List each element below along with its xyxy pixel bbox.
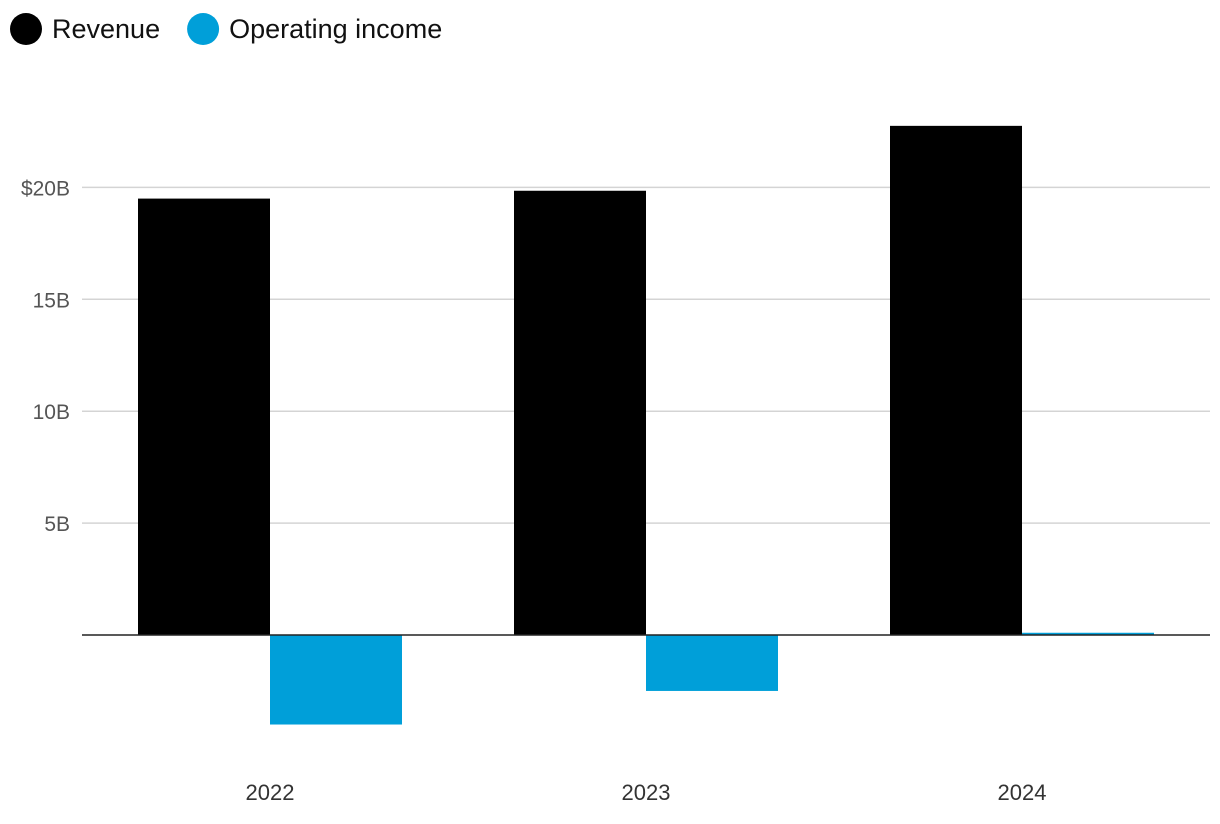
x-axis-labels: 2022 2023 2024 bbox=[246, 780, 1047, 805]
y-tick-label-0: 5B bbox=[44, 513, 70, 536]
bar-revenue-2023 bbox=[514, 190, 646, 635]
y-tick-label-3: $20B bbox=[21, 177, 70, 200]
legend: Revenue Operating income bbox=[10, 13, 442, 45]
bar-operating-income-2022 bbox=[270, 635, 402, 725]
bar-operating-income-2024 bbox=[1022, 632, 1154, 635]
legend-label-0: Revenue bbox=[52, 14, 160, 44]
y-tick-label-1: 10B bbox=[33, 401, 70, 424]
x-tick-label-2022: 2022 bbox=[246, 780, 295, 805]
bar-revenue-2022 bbox=[138, 198, 270, 635]
bar-operating-income-2023 bbox=[646, 635, 778, 691]
bars bbox=[138, 125, 1154, 725]
y-tick-label-2: 15B bbox=[33, 289, 70, 312]
legend-label-1: Operating income bbox=[229, 14, 442, 44]
x-tick-label-2023: 2023 bbox=[622, 780, 671, 805]
y-axis-ticks: 5B 10B 15B $20B bbox=[21, 177, 70, 536]
legend-swatch-0 bbox=[10, 13, 42, 45]
legend-swatch-1 bbox=[187, 13, 220, 45]
bar-revenue-2024 bbox=[890, 125, 1022, 635]
x-tick-label-2024: 2024 bbox=[998, 780, 1047, 805]
